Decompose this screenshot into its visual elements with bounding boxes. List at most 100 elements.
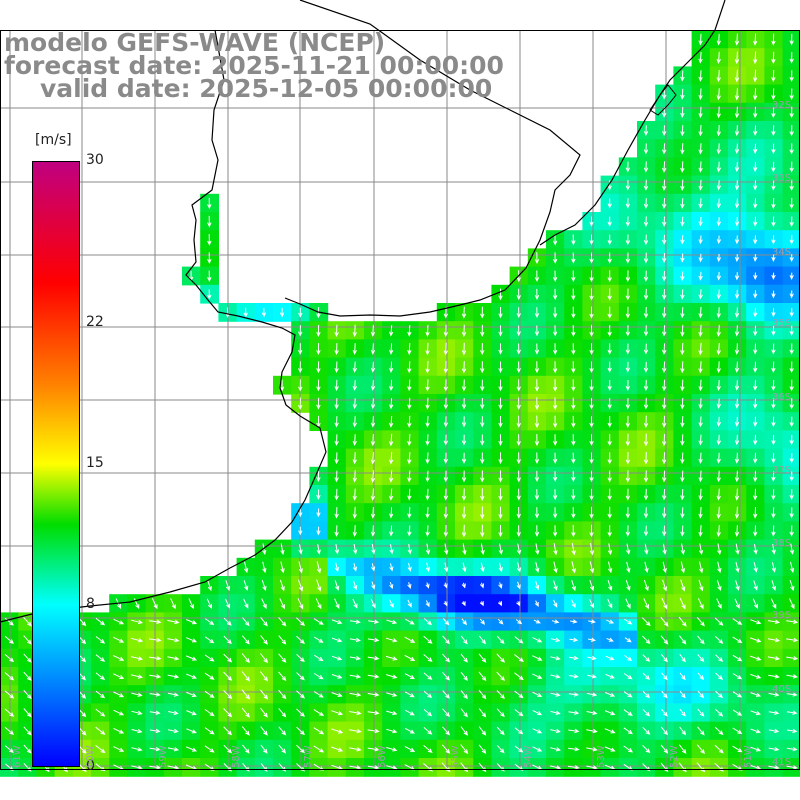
wind-arrow [698, 106, 703, 119]
wind-arrow [642, 672, 651, 681]
wind-arrow [260, 726, 268, 736]
wind-arrow [188, 598, 194, 610]
wind-arrow [279, 307, 285, 318]
wind-arrow [550, 710, 561, 715]
wind-arrow [678, 616, 687, 627]
wind-arrow [625, 270, 631, 283]
longitude-label: 56W [377, 745, 388, 768]
wind-arrow [625, 361, 631, 373]
wind-arrow [698, 525, 703, 537]
wind-arrow [571, 543, 576, 556]
wind-arrow [514, 672, 524, 681]
wind-arrow [352, 470, 357, 483]
wind-arrow [443, 342, 448, 356]
wind-arrow [642, 745, 651, 754]
wind-arrow [571, 270, 576, 283]
latitude-label: 33S [772, 173, 792, 184]
wind-arrow [386, 728, 398, 734]
wind-arrow [679, 690, 686, 699]
wind-arrow [623, 745, 634, 753]
wind-arrow [716, 452, 721, 464]
wind-arrow [697, 690, 705, 699]
wind-arrow [735, 580, 740, 591]
wind-arrow [407, 543, 412, 555]
latitude-label: 38S [772, 538, 792, 549]
wind-arrow [698, 124, 703, 137]
wind-arrow [298, 343, 303, 355]
colorbar-tick-label: 30 [86, 152, 104, 168]
wind-arrow [607, 180, 612, 191]
wind-arrow [443, 488, 449, 501]
wind-arrow [460, 689, 468, 700]
wind-arrow [734, 506, 740, 519]
wind-arrow [514, 636, 524, 644]
wind-arrow [349, 765, 362, 770]
wind-arrow [716, 488, 721, 501]
wind-arrow [662, 253, 667, 264]
wind-arrow [498, 361, 503, 374]
wind-arrow [571, 507, 576, 519]
wind-arrow [767, 656, 781, 661]
wind-arrow [352, 506, 357, 519]
wind-arrow [753, 69, 758, 83]
wind-arrow [23, 689, 32, 700]
wind-arrow [680, 271, 685, 282]
wind-arrow [789, 290, 794, 299]
wind-arrow [662, 179, 667, 191]
wind-arrow [697, 598, 704, 610]
wind-arrow [386, 747, 398, 752]
wind-arrow [625, 306, 631, 319]
wind-arrow [698, 379, 703, 392]
wind-arrow [698, 88, 703, 101]
wind-arrow [314, 673, 324, 680]
wind-arrow [771, 51, 776, 64]
wind-arrow [404, 673, 415, 680]
wind-arrow [768, 674, 780, 679]
wind-arrow [753, 506, 758, 519]
wind-arrow [607, 398, 612, 410]
wind-arrow [771, 106, 776, 119]
wind-arrow [334, 598, 340, 609]
wind-arrow [498, 416, 503, 428]
wind-arrow [95, 672, 106, 681]
wind-arrow [642, 635, 651, 645]
wind-arrow [534, 325, 540, 337]
wind-arrow [242, 617, 250, 627]
wind-arrow [714, 726, 724, 736]
wind-arrow [587, 655, 597, 661]
wind-arrow [662, 289, 667, 300]
wind-arrow [352, 598, 358, 609]
wind-arrow [732, 691, 743, 698]
wind-arrow [534, 452, 540, 465]
wind-arrow [131, 765, 143, 770]
wind-arrow [734, 598, 740, 609]
wind-arrow [331, 619, 343, 625]
wind-arrow [514, 690, 524, 699]
wind-arrow [571, 580, 576, 592]
wind-arrow [734, 416, 740, 427]
wind-arrow [478, 726, 487, 736]
wind-arrow [571, 415, 576, 428]
wind-arrow [607, 216, 612, 227]
wind-arrow [389, 581, 394, 590]
wind-arrow [716, 235, 722, 245]
latitude-label: 36S [772, 392, 792, 403]
wind-arrow [261, 598, 267, 610]
wind-arrow [352, 398, 358, 410]
wind-arrow [316, 379, 321, 392]
wind-arrow [334, 507, 339, 519]
wind-arrow [571, 343, 576, 355]
wind-arrow [514, 745, 524, 753]
wind-arrow [589, 361, 594, 374]
wind-arrow [296, 617, 306, 626]
wind-arrow [95, 726, 106, 735]
wind-arrow [698, 161, 703, 173]
wind-arrow [571, 252, 576, 264]
wind-arrow [750, 655, 762, 661]
wind-arrow [352, 380, 358, 391]
wind-arrow [606, 637, 614, 642]
wind-arrow [386, 674, 398, 679]
wind-arrow [480, 379, 485, 392]
wind-arrow [207, 580, 212, 592]
wind-arrow [480, 543, 485, 556]
